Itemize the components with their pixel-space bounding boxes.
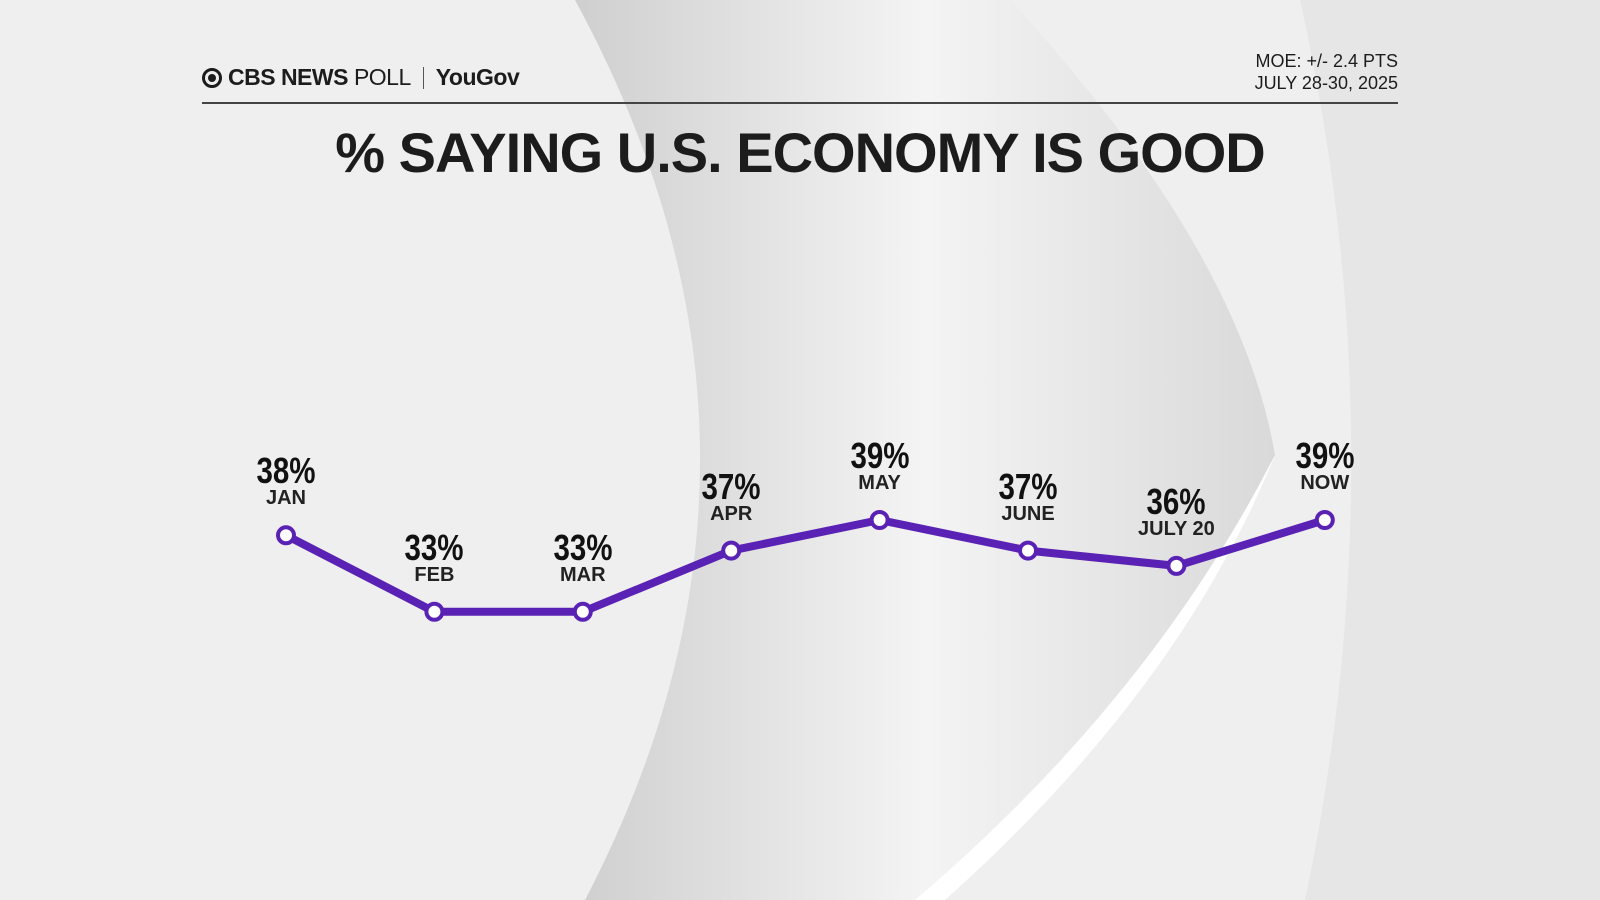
chart-title: % SAYING U.S. ECONOMY IS GOOD [335, 121, 1265, 184]
category-label: JULY 20 [1138, 517, 1215, 540]
series-line [284, 516, 1326, 616]
partner: YouGov [435, 64, 520, 90]
category-label: APR [710, 502, 753, 525]
margin-of-error: MOE: +/- 2.4 PTS [1255, 51, 1398, 71]
data-point-6 [1166, 555, 1187, 576]
data-point-7 [1314, 510, 1335, 530]
data-point-3 [721, 540, 742, 561]
data-point-0 [276, 525, 296, 546]
data-label: 37% [701, 465, 761, 507]
header-rule [202, 102, 1398, 104]
poll-info: MOE: +/- 2.4 PTS JULY 28-30, 2025 [1255, 50, 1398, 94]
data-label: 37% [998, 465, 1058, 507]
data-label: 38% [256, 450, 316, 492]
category-label: MAR [560, 563, 606, 586]
data-point-5 [1018, 540, 1038, 561]
category-label: JUNE [1001, 502, 1055, 525]
category-label: NOW [1300, 472, 1350, 494]
brand-suffix: POLL [353, 64, 411, 90]
data-label: 33% [553, 526, 613, 568]
data-point-1 [424, 601, 445, 622]
data-label: 39% [1295, 435, 1355, 476]
cbs-eye-icon [202, 67, 222, 88]
data-label: 39% [850, 435, 910, 476]
category-label: FEB [414, 563, 455, 586]
data-label: 36% [1146, 480, 1206, 522]
data-point-4 [869, 510, 890, 530]
cbs-yougov-logo: CBS NEWS POLL YouGov [202, 64, 520, 91]
category-label: MAY [858, 472, 901, 494]
divider [422, 66, 424, 89]
brand: CBS NEWS [228, 64, 348, 90]
data-point-2 [572, 601, 593, 622]
poll-dates: JULY 28-30, 2025 [1254, 73, 1398, 93]
category-label: JAN [265, 487, 307, 510]
data-label: 33% [404, 526, 464, 568]
